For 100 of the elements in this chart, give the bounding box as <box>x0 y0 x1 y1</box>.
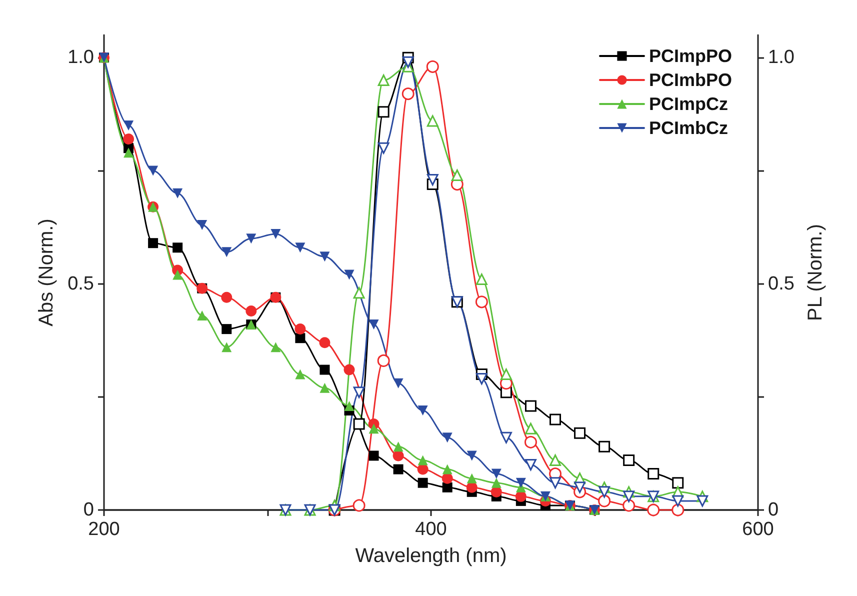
y-axis-title: Abs (Norm.) <box>36 218 58 326</box>
point <box>466 473 477 484</box>
point <box>222 342 232 352</box>
point <box>124 120 134 130</box>
point <box>402 88 414 100</box>
point <box>393 464 404 474</box>
point <box>500 368 512 380</box>
point <box>319 337 330 348</box>
point <box>672 504 684 516</box>
point <box>222 247 232 258</box>
point <box>648 468 660 480</box>
point <box>377 354 390 367</box>
point <box>368 450 379 461</box>
point <box>426 174 438 186</box>
point <box>270 229 281 240</box>
y2-tick-label: 0.5 <box>768 273 794 294</box>
legend-label: PCImpPO <box>648 46 732 66</box>
point <box>221 292 232 303</box>
point <box>574 427 586 439</box>
point <box>368 424 379 434</box>
point <box>515 490 526 502</box>
legend-label: PCImbPO <box>648 70 732 90</box>
y-tick-label: 0.5 <box>68 273 94 294</box>
point <box>466 450 477 461</box>
point <box>402 56 414 68</box>
point <box>476 274 488 286</box>
point <box>475 296 488 308</box>
point <box>647 504 660 516</box>
x-tick-label: 200 <box>88 519 120 540</box>
point <box>378 142 390 154</box>
point <box>418 478 428 488</box>
point <box>442 432 452 443</box>
x-tick-label: 400 <box>415 519 447 540</box>
x-tick-label: 600 <box>742 519 774 540</box>
point <box>368 320 379 330</box>
point <box>524 436 537 448</box>
y-tick-label: 1.0 <box>68 47 94 68</box>
point <box>672 477 684 489</box>
point <box>378 74 390 86</box>
point <box>574 482 586 494</box>
point <box>344 270 354 280</box>
x-axis-title: Wavelength (nm) <box>355 545 507 567</box>
point <box>172 242 183 253</box>
point <box>672 495 684 507</box>
point <box>550 454 562 466</box>
point <box>598 440 610 452</box>
point <box>442 482 452 492</box>
point <box>524 459 536 471</box>
point <box>222 324 232 334</box>
point <box>344 364 355 376</box>
point <box>491 478 502 488</box>
point <box>598 486 610 498</box>
point <box>442 464 452 474</box>
point <box>294 324 306 335</box>
point <box>417 464 428 475</box>
point <box>148 238 158 248</box>
point <box>451 169 463 181</box>
point <box>352 499 366 512</box>
point <box>393 442 404 452</box>
point <box>623 454 635 466</box>
point <box>476 373 488 385</box>
point <box>550 477 562 489</box>
point <box>172 270 183 280</box>
point <box>426 115 438 127</box>
point <box>123 134 134 145</box>
legend-label: PCImpCz <box>648 94 728 114</box>
legend-label: PCImbCz <box>648 118 728 138</box>
point <box>320 382 330 393</box>
point <box>500 432 512 444</box>
y2-tick-label: 0 <box>768 500 779 520</box>
point <box>696 495 708 507</box>
point <box>426 60 439 73</box>
point <box>197 310 208 320</box>
point <box>197 220 208 230</box>
point <box>418 405 428 416</box>
point <box>353 386 365 398</box>
point <box>623 490 635 502</box>
y2-axis-title: PL (Norm.) <box>804 224 826 322</box>
point <box>378 106 390 118</box>
point <box>172 188 183 198</box>
point <box>295 369 306 380</box>
point <box>524 422 536 434</box>
point <box>516 478 526 488</box>
point <box>246 305 257 316</box>
point <box>320 252 330 262</box>
point <box>392 450 404 462</box>
point <box>466 482 478 493</box>
point <box>490 486 502 498</box>
point <box>598 494 611 508</box>
point <box>418 455 428 466</box>
point <box>353 418 365 430</box>
point <box>295 333 306 344</box>
point <box>246 234 256 244</box>
point <box>353 287 365 299</box>
point <box>295 242 306 253</box>
y-tick-label: 0 <box>83 500 94 520</box>
point <box>550 414 562 426</box>
point <box>344 400 354 411</box>
y2-tick-label: 1.0 <box>768 47 794 68</box>
point <box>393 378 404 388</box>
